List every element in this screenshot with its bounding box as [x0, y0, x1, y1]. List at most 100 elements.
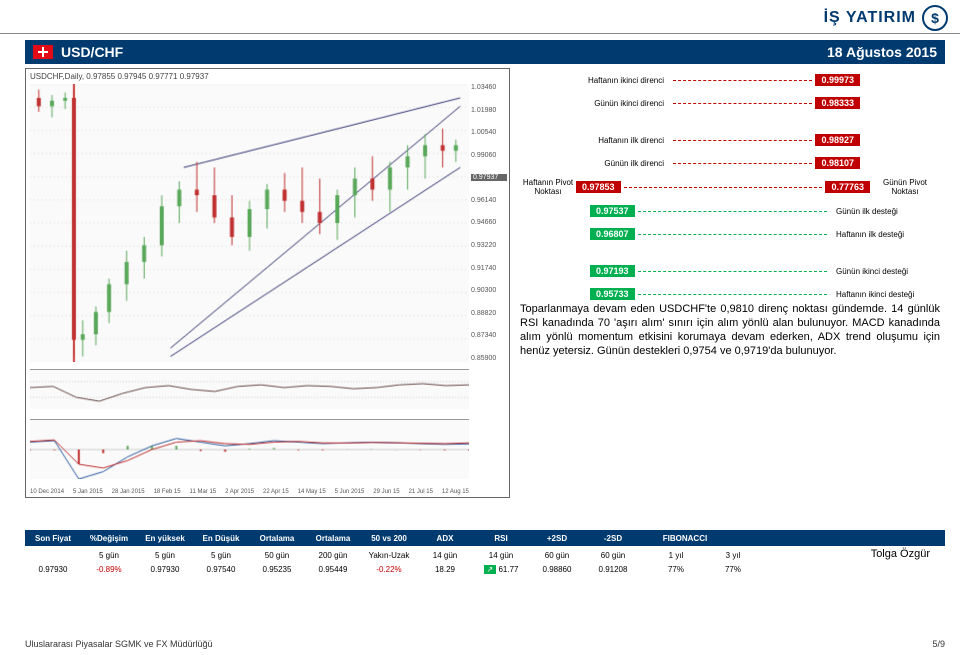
- price-tick: 0.93220: [471, 242, 507, 249]
- pivot-right-label: Günün Pivot Noktası: [870, 178, 940, 196]
- table-sub-cell: 50 gün: [249, 551, 305, 560]
- footer-right: 5/9: [932, 639, 945, 649]
- table-header-cell: En yüksek: [137, 534, 193, 543]
- title-left: USD/CHF: [33, 44, 123, 60]
- level-row: Günün ikinci direnci 0.98333: [520, 93, 940, 113]
- footer-left: Uluslararası Piyasalar SGMK ve FX Müdürl…: [25, 639, 213, 649]
- date-tick: 21 Jul 15: [409, 489, 433, 495]
- table-data-cell: 0.97540: [193, 565, 249, 574]
- level-label: Haftanın ikinci direnci: [520, 76, 670, 85]
- macd-canvas: [30, 420, 469, 479]
- author-name: Tolga Özgür: [871, 548, 930, 560]
- level-label: Günün ikinci desteği: [830, 267, 940, 276]
- dash-line: [673, 80, 812, 81]
- pivot-left-label: Haftanın Pivot Noktası: [520, 178, 576, 196]
- chart-main-panel: [30, 84, 469, 362]
- table-data-cell: ↗ 61.77: [473, 565, 529, 574]
- price-tick: 0.91740: [471, 265, 507, 272]
- dash-line: [673, 163, 812, 164]
- table-data-cell: 0.95449: [305, 565, 361, 574]
- table-header-row: Son Fiyat%DeğişimEn yüksekEn DüşükOrtala…: [25, 530, 945, 546]
- table-data-cell: 18.29: [417, 565, 473, 574]
- level-row: 0.97537 Günün ilk desteği: [520, 201, 940, 221]
- dash-line: [624, 187, 823, 188]
- dash-line: [638, 294, 827, 295]
- table-header-cell: FIBONACCI: [641, 534, 729, 543]
- dash-line: [638, 271, 827, 272]
- dash-line: [673, 103, 812, 104]
- table-header-cell: ADX: [417, 534, 473, 543]
- level-value: 0.95733: [590, 288, 635, 300]
- macd-panel: [30, 419, 469, 479]
- table-header-cell: Son Fiyat: [25, 534, 81, 543]
- title-bar: USD/CHF 18 Ağustos 2015: [25, 40, 945, 64]
- price-tick: 0.90300: [471, 287, 507, 294]
- level-row: 0.97193 Günün ikinci desteği: [520, 261, 940, 281]
- date-tick: 29 Jun 15: [373, 489, 399, 495]
- price-tick: 1.03460: [471, 84, 507, 91]
- stats-table: Son Fiyat%DeğişimEn yüksekEn DüşükOrtala…: [25, 530, 945, 576]
- table-data-cell: 77%: [711, 565, 755, 574]
- chart-ticker-label: USDCHF,Daily, 0.97855 0.97945 0.97771 0.…: [30, 72, 209, 81]
- brand-name: İŞ YATIRIM: [824, 9, 916, 27]
- table-header-cell: %Değişim: [81, 534, 137, 543]
- date-tick: 18 Feb 15: [154, 489, 181, 495]
- table-sub-cell: 14 gün: [417, 551, 473, 560]
- table-sub-cell: 3 yıl: [711, 551, 755, 560]
- pivot-right-value: 0.77763: [825, 181, 870, 193]
- table-sub-cell: 60 gün: [529, 551, 585, 560]
- level-value: 0.98333: [815, 97, 860, 109]
- levels-panel: Haftanın ikinci direnci 0.99973 Günün ik…: [520, 70, 940, 307]
- level-value: 0.96807: [590, 228, 635, 240]
- table-header-cell: RSI: [473, 534, 529, 543]
- brand-header: İŞ YATIRIM $: [824, 5, 948, 31]
- level-row: 0.95733 Haftanın ikinci desteği: [520, 284, 940, 304]
- date-tick: 28 Jan 2015: [112, 489, 145, 495]
- level-row: Günün ilk direnci 0.98107: [520, 153, 940, 173]
- page-footer: Uluslararası Piyasalar SGMK ve FX Müdürl…: [25, 639, 945, 649]
- pair-title: USD/CHF: [61, 44, 123, 60]
- table-data-cell: 0.97930: [25, 565, 81, 574]
- date-tick: 11 Mar 15: [190, 489, 217, 495]
- price-tick: 1.00540: [471, 129, 507, 136]
- table-header-cell: -2SD: [585, 534, 641, 543]
- table-sub-cell: 5 gün: [193, 551, 249, 560]
- brand-logo-icon: $: [922, 5, 948, 31]
- level-label: Günün ilk direnci: [520, 159, 670, 168]
- table-sub-cell: 14 gün: [473, 551, 529, 560]
- price-tick: 0.99060: [471, 152, 507, 159]
- pivot-row: Haftanın Pivot Noktası 0.97853 0.77763 G…: [520, 176, 940, 198]
- price-tick: 0.87340: [471, 332, 507, 339]
- flag-icon: [33, 45, 53, 59]
- table-sub-cell: 5 gün: [137, 551, 193, 560]
- rsi-panel: [30, 369, 469, 409]
- date-tick: 14 May 15: [298, 489, 326, 495]
- level-value: 0.97537: [590, 205, 635, 217]
- dash-line: [638, 211, 827, 212]
- level-label: Haftanın ilk desteği: [830, 230, 940, 239]
- level-value: 0.99973: [815, 74, 860, 86]
- table-header-cell: 50 vs 200: [361, 534, 417, 543]
- price-axis: 1.034601.019801.005400.990600.979370.961…: [471, 84, 507, 362]
- level-label: Haftanın ilk direnci: [520, 136, 670, 145]
- price-tick: 0.88820: [471, 310, 507, 317]
- date-tick: 12 Aug 15: [442, 489, 469, 495]
- level-row: Haftanın ilk direnci 0.98927: [520, 130, 940, 150]
- table-header-cell: +2SD: [529, 534, 585, 543]
- table-data-cell: 0.95235: [249, 565, 305, 574]
- level-row: 0.96807 Haftanın ilk desteği: [520, 224, 940, 244]
- table-subheader-row: 5 gün5 gün5 gün50 gün200 günYakın-Uzak14…: [25, 548, 945, 562]
- price-tick: 0.97937: [471, 174, 507, 181]
- table-data-cell: 0.98860: [529, 565, 585, 574]
- commentary-text: Toparlanmaya devam eden USDCHF'te 0,9810…: [520, 302, 940, 358]
- dash-line: [638, 234, 827, 235]
- pivot-left-value: 0.97853: [576, 181, 621, 193]
- level-value: 0.97193: [590, 265, 635, 277]
- table-data-cell: -0.89%: [81, 565, 137, 574]
- table-data-cell: 77%: [641, 565, 711, 574]
- table-sub-cell: Yakın-Uzak: [361, 551, 417, 560]
- arrow-icon: ↗: [484, 565, 497, 574]
- header-divider: [0, 33, 960, 34]
- table-sub-cell: 1 yıl: [641, 551, 711, 560]
- price-chart-canvas: [30, 84, 469, 362]
